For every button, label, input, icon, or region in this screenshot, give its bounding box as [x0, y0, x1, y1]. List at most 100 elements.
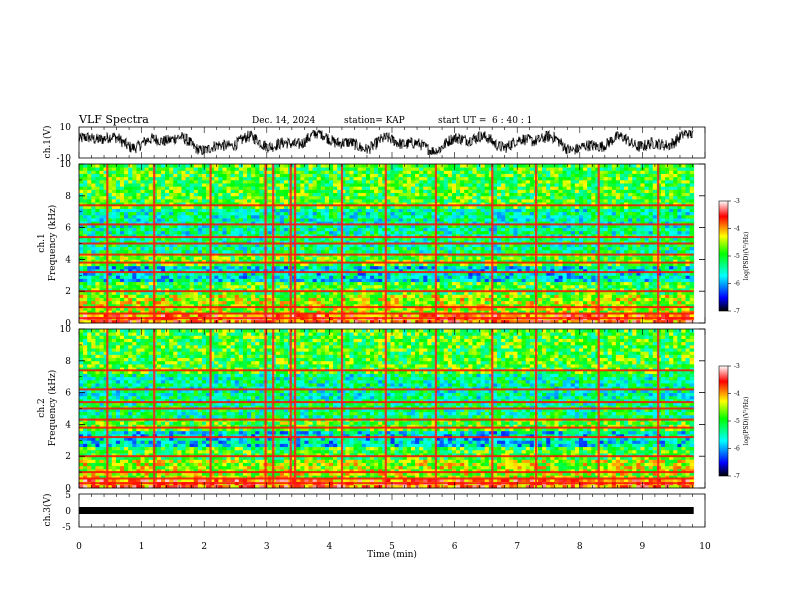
- spec-cell: [144, 272, 150, 276]
- spec-cell: [79, 256, 84, 260]
- spec-cell: [312, 275, 318, 279]
- spec-cell: [378, 265, 383, 270]
- spec-cell: [410, 284, 416, 289]
- spec-cell: [472, 268, 477, 273]
- spec-cell: [300, 307, 305, 311]
- spec-cell: [488, 313, 494, 318]
- spec-cell: [578, 230, 584, 235]
- spec-cell: [468, 278, 473, 283]
- spec-cell: [173, 272, 178, 276]
- spec-cell: [181, 275, 186, 279]
- spec-cell: [115, 307, 121, 311]
- spec-cell: [484, 288, 490, 292]
- spec-cell: [234, 297, 240, 302]
- spec-cell: [497, 227, 502, 232]
- spec-cell: [648, 303, 654, 308]
- spec-cell: [468, 310, 473, 314]
- spec-cell: [415, 303, 420, 308]
- spec-cell: [234, 243, 240, 248]
- spec-cell: [132, 243, 137, 248]
- spec-cell: [185, 278, 191, 283]
- spec-cell: [435, 249, 441, 254]
- spec-cell: [554, 307, 559, 311]
- spec-cell: [525, 319, 531, 324]
- spec-cell: [115, 268, 121, 273]
- spec-cell: [91, 294, 96, 298]
- spec-cell: [410, 246, 416, 251]
- spec-cell: [189, 294, 195, 298]
- spec-cell: [509, 278, 514, 283]
- spec-cell: [193, 268, 199, 273]
- spec-cell: [341, 307, 346, 311]
- spec-cell: [497, 262, 502, 267]
- spec-cell: [677, 278, 682, 283]
- spec-cell: [554, 262, 559, 267]
- spec-cell: [222, 300, 227, 305]
- spec-cell: [476, 319, 482, 324]
- spec-cell: [681, 259, 686, 263]
- ch1-wave-ytick-top: 10: [60, 123, 72, 133]
- spec-cell: [550, 284, 555, 289]
- spec-cell: [673, 278, 678, 283]
- spec-cell: [128, 288, 133, 292]
- spec-cell: [562, 227, 568, 232]
- spec-cell: [308, 262, 313, 267]
- spec-cell: [160, 230, 166, 235]
- spec-cell: [300, 297, 305, 302]
- spec-cell: [521, 249, 527, 254]
- spec-cell: [513, 310, 518, 314]
- spec-cell: [607, 230, 613, 235]
- spec-cell: [501, 268, 506, 273]
- spec-cell: [308, 265, 313, 270]
- spec-cell: [79, 300, 84, 305]
- spec-cell: [615, 313, 621, 318]
- spec-cell: [464, 297, 469, 302]
- spec-cell: [599, 278, 604, 283]
- spec-cell: [275, 284, 281, 289]
- spec-cell: [443, 303, 449, 308]
- spec-cell: [247, 249, 252, 254]
- spec-cell: [525, 278, 531, 283]
- spec-cell: [386, 256, 391, 260]
- spec-cell: [480, 294, 486, 298]
- spec-cell: [505, 291, 510, 295]
- spec-cell: [456, 291, 461, 295]
- spec-cell: [538, 307, 543, 311]
- spec-cell: [316, 288, 322, 292]
- spec-cell: [324, 281, 330, 286]
- spec-cell: [640, 272, 645, 276]
- spec-cell: [247, 297, 252, 302]
- spec-cell: [341, 310, 346, 314]
- spec-cell: [415, 218, 420, 222]
- spec-cell: [402, 303, 408, 308]
- spec-cell: [484, 319, 490, 324]
- spec-cell: [99, 243, 104, 248]
- spec-cell: [394, 284, 400, 289]
- spec-cell: [583, 303, 588, 308]
- spec-cell: [169, 268, 174, 273]
- spec-cell: [107, 265, 113, 270]
- spec-cell: [529, 227, 535, 232]
- spec-cell: [247, 319, 252, 324]
- spec-cell: [119, 259, 125, 263]
- spec-cell: [300, 218, 305, 222]
- spec-cell: [83, 281, 88, 286]
- spec-cell: [599, 227, 604, 232]
- spec-cell: [669, 313, 674, 318]
- spec-cell: [451, 294, 457, 298]
- spec-cell: [124, 218, 129, 222]
- spec-cell: [79, 288, 84, 292]
- spec-cell: [320, 291, 326, 295]
- spec-cell: [423, 319, 428, 324]
- spec-cell: [501, 319, 506, 324]
- spec-cell: [210, 297, 215, 302]
- spec-cell: [628, 218, 633, 222]
- spec-cell: [378, 275, 383, 279]
- spec-cell: [447, 313, 453, 318]
- spec-cell: [624, 227, 629, 232]
- spec-cell: [591, 300, 596, 305]
- spec-cell: [308, 278, 313, 283]
- spec-cell: [324, 268, 330, 273]
- spec-cell: [267, 262, 273, 267]
- spec-cell: [439, 265, 445, 270]
